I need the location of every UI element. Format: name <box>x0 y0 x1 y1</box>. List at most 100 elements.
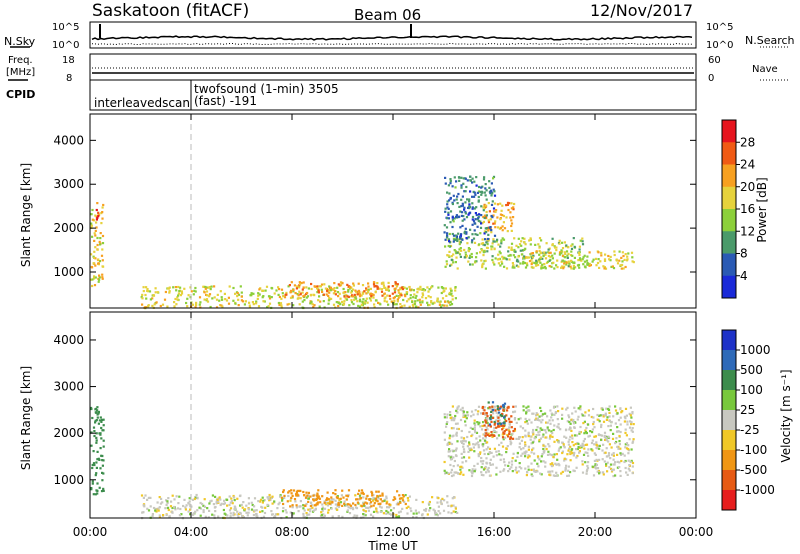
colorbar-tick-label: 8 <box>740 247 748 261</box>
heatmap-cell <box>496 258 499 261</box>
heatmap-cell <box>451 497 454 500</box>
heatmap-cell <box>302 281 305 284</box>
heatmap-cell <box>440 502 443 506</box>
heatmap-cell <box>483 191 486 194</box>
heatmap-cell <box>464 230 467 233</box>
heatmap-cell <box>180 292 184 295</box>
heatmap-cell <box>169 505 173 508</box>
heatmap-cell <box>500 454 503 457</box>
heatmap-cell <box>171 506 174 510</box>
heatmap-cell <box>510 415 513 418</box>
heatmap-cell <box>473 241 477 244</box>
heatmap-cell <box>391 292 394 295</box>
heatmap-cell <box>257 294 260 297</box>
heatmap-cell <box>567 449 570 452</box>
cpid-scan-1: interleavedscan <box>94 96 190 110</box>
heatmap-cell <box>499 405 503 408</box>
heatmap-cell <box>621 410 624 413</box>
heatmap-cell <box>539 406 542 409</box>
heatmap-cell <box>245 504 248 507</box>
heatmap-cell <box>407 298 410 301</box>
heatmap-cell <box>473 222 476 225</box>
heatmap-cell <box>204 285 207 289</box>
heatmap-cell <box>217 500 220 503</box>
heatmap-cell <box>477 446 480 449</box>
heatmap-cell <box>483 207 487 210</box>
heatmap-cell <box>385 288 388 291</box>
heatmap-cell <box>503 256 506 259</box>
heatmap-cell <box>490 231 493 234</box>
heatmap-cell <box>548 473 551 476</box>
heatmap-cell <box>457 405 460 408</box>
heatmap-cell <box>536 413 539 416</box>
heatmap-cell <box>157 507 160 510</box>
heatmap-cell <box>625 471 628 474</box>
heatmap-cell <box>573 426 576 429</box>
heatmap-cell <box>90 213 93 216</box>
heatmap-cell <box>437 286 440 289</box>
heatmap-cell <box>548 259 551 262</box>
heatmap-cell <box>447 254 450 257</box>
heatmap-cell <box>516 455 519 458</box>
heatmap-cell <box>573 406 576 409</box>
heatmap-cell <box>368 498 371 501</box>
heatmap-cell <box>454 238 457 242</box>
heatmap-cell <box>163 298 167 301</box>
heatmap-cell <box>487 221 491 224</box>
heatmap-cell <box>451 449 454 452</box>
heatmap-cell <box>224 298 227 301</box>
heatmap-cell <box>151 297 154 300</box>
heatmap-cell <box>517 265 520 268</box>
power-ylabel: Slant Range [km] <box>19 163 33 267</box>
heatmap-cell <box>521 262 525 265</box>
heatmap-cell <box>446 200 449 203</box>
heatmap-cell <box>506 203 509 206</box>
heatmap-cell <box>393 291 397 294</box>
heatmap-cell <box>595 441 598 444</box>
heatmap-cell <box>579 425 582 429</box>
heatmap-cell <box>427 502 430 505</box>
heatmap-cell <box>335 301 338 304</box>
heatmap-cell <box>474 193 477 196</box>
heatmap-cell <box>315 498 318 501</box>
heatmap-cell <box>510 222 514 225</box>
heatmap-cell <box>474 431 477 434</box>
heatmap-cell <box>596 261 600 265</box>
heatmap-cell <box>452 456 455 459</box>
heatmap-cell <box>526 409 529 412</box>
heatmap-cell <box>313 304 316 307</box>
heatmap-cell <box>495 426 498 429</box>
colorbar-tick-label: 25 <box>740 403 755 417</box>
heatmap-cell <box>93 463 96 467</box>
heatmap-cell <box>321 507 324 511</box>
heatmap-cell <box>527 468 530 471</box>
heatmap-cell <box>464 420 467 423</box>
heatmap-cell <box>278 303 281 307</box>
heatmap-cell <box>347 290 350 293</box>
heatmap-cell <box>535 250 538 253</box>
heatmap-cell <box>602 420 606 423</box>
heatmap-cell <box>485 227 488 230</box>
heatmap-cell <box>455 431 458 434</box>
heatmap-cell <box>287 285 290 288</box>
heatmap-cell <box>225 299 229 302</box>
heatmap-cell <box>347 489 351 492</box>
heatmap-cell <box>95 439 98 442</box>
heatmap-cell <box>317 495 320 498</box>
heatmap-cell <box>535 414 538 417</box>
heatmap-cell <box>469 228 472 231</box>
heatmap-cell <box>416 288 419 291</box>
heatmap-cell <box>476 233 479 236</box>
heatmap-cell <box>273 500 276 503</box>
heatmap-cell <box>195 301 198 304</box>
heatmap-cell <box>142 290 145 293</box>
heatmap-cell <box>554 474 557 477</box>
heatmap-cell <box>475 213 478 217</box>
heatmap-cell <box>459 234 462 237</box>
heatmap-cell <box>293 284 296 287</box>
heatmap-cell <box>178 514 181 517</box>
heatmap-cell <box>277 503 280 506</box>
heatmap-cell <box>524 435 527 438</box>
heatmap-cell <box>452 237 455 240</box>
heatmap-cell <box>593 435 596 438</box>
